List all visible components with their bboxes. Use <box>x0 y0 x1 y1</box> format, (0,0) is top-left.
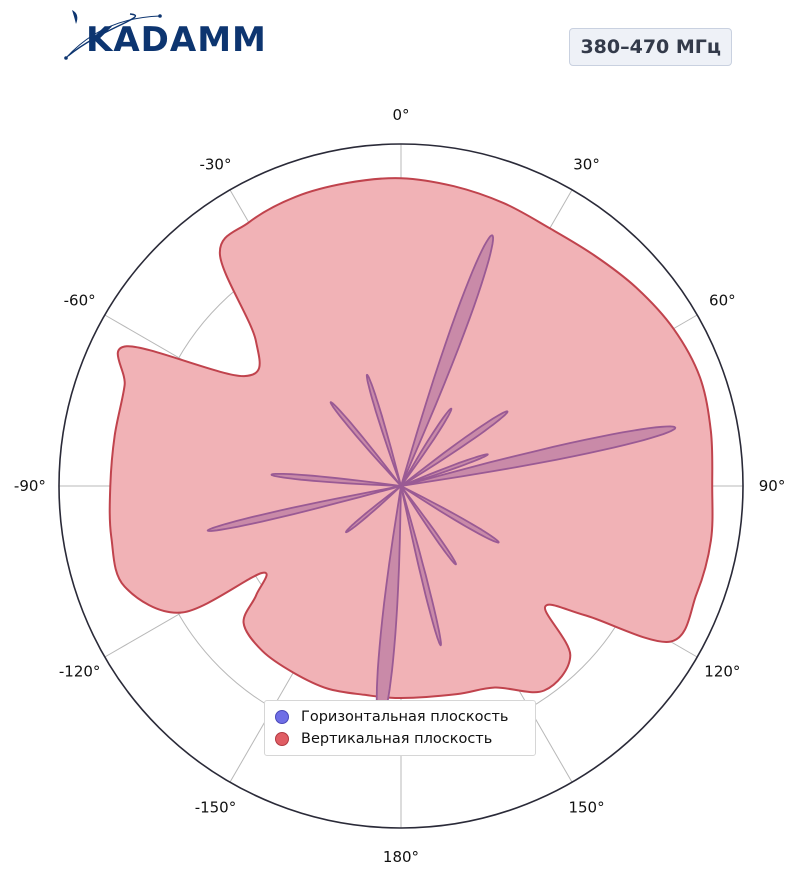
horizontal-lobe-14 <box>345 485 402 534</box>
theta-tick-label: -60° <box>64 291 96 309</box>
logo-leaf-icon <box>72 10 78 24</box>
vertical-plane-area <box>108 177 714 700</box>
horizontal-lobe-8 <box>329 401 402 487</box>
polar-outer-ring <box>58 143 744 829</box>
theta-tick-label: -120° <box>59 663 101 681</box>
horizontal-lobe-13 <box>400 485 457 566</box>
theta-tick-label: -30° <box>199 156 231 174</box>
frequency-badge: 380–470 МГц <box>569 28 732 66</box>
horizontal-lobe-12 <box>400 485 500 544</box>
theta-tick-label: 30° <box>573 156 600 174</box>
theta-tick-label: 90° <box>759 477 786 495</box>
theta-tick-label: 0° <box>392 106 409 124</box>
legend-item-vertical: Вертикальная плоскость <box>275 728 525 750</box>
horizontal-lobe-9 <box>400 407 453 487</box>
horizontal-lobe-7 <box>365 373 402 487</box>
legend-label-horizontal: Горизонтальная плоскость <box>301 709 509 725</box>
horizontal-lobe-2 <box>400 425 677 487</box>
theta-tick-labels: 0° 30° 60° 90° 120° 150° 180° -150° -120° -90° -60… <box>14 106 785 866</box>
legend-item-horizontal: Горизонтальная плоскость <box>275 706 525 728</box>
theta-tick-label: 120° <box>704 663 740 681</box>
logo-wordmark: KADAMM <box>86 20 267 60</box>
horizontal-lobe-1 <box>400 234 494 487</box>
theta-tick-label: -150° <box>195 798 237 816</box>
legend-marker-horizontal <box>275 710 289 724</box>
theta-tick-label: 150° <box>568 798 604 816</box>
theta-tick-label: 60° <box>709 291 736 309</box>
horizontal-lobe-11 <box>400 453 489 487</box>
series-vertical <box>108 177 714 700</box>
legend: Горизонтальная плоскость Вертикальная пл… <box>264 700 536 756</box>
logo-swoosh-arc-icon <box>65 15 161 59</box>
legend-marker-vertical <box>275 732 289 746</box>
logo-swoosh-icon <box>67 13 137 57</box>
horizontal-lobe-10 <box>400 410 509 487</box>
brand-logo <box>64 10 162 60</box>
horizontal-lobe-4 <box>400 485 442 647</box>
horizontal-lobe-6 <box>270 473 402 487</box>
theta-tick-label: 180° <box>383 848 419 866</box>
horizontal-lobe-5 <box>206 485 402 532</box>
theta-tick-label: -90° <box>14 477 46 495</box>
legend-label-vertical: Вертикальная плоскость <box>301 731 493 747</box>
series-horizontal <box>206 234 677 726</box>
